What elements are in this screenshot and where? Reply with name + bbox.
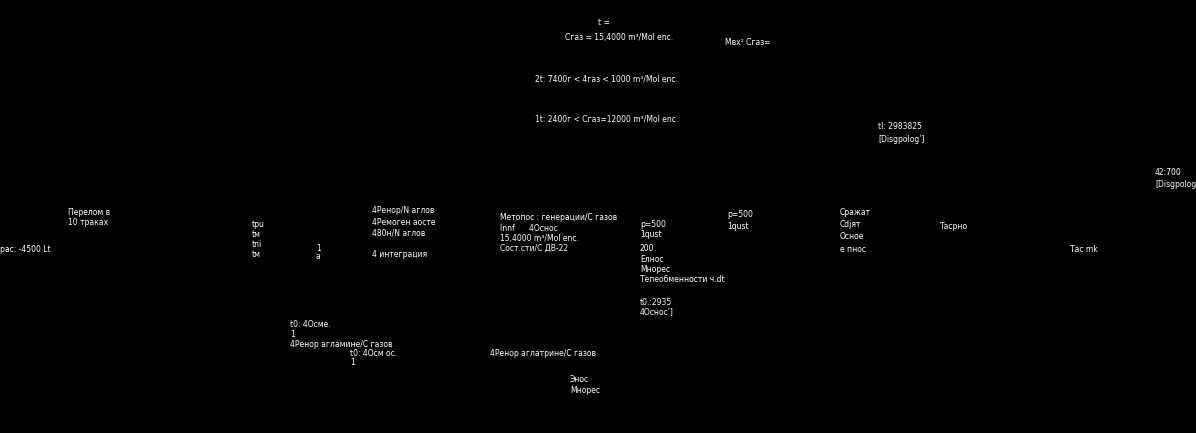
Text: p=500: p=500 [727,210,752,219]
Text: tl: 2983825: tl: 2983825 [878,122,922,131]
Text: Тас mk: Тас mk [1070,245,1098,254]
Text: 200: 200 [640,244,654,253]
Text: Мнорес: Мнорес [570,386,600,395]
Text: 4Ремоген аосте: 4Ремоген аосте [372,218,435,227]
Text: Метопос : генерации/С газов: Метопос : генерации/С газов [500,213,617,222]
Text: t0.:2935: t0.:2935 [640,298,672,307]
Text: Елнос: Елнос [640,255,664,264]
Text: 4Ренор агламине/С газов: 4Ренор агламине/С газов [289,340,392,349]
Text: Cгаз = 15,4000 m³/Mol enc.: Cгаз = 15,4000 m³/Mol enc. [565,33,673,42]
Text: 4 интеграция: 4 интеграция [372,250,427,259]
Text: 42:700: 42:700 [1155,168,1182,177]
Text: Мнорес: Мнорес [640,265,670,274]
Text: t0: 4Осм ос.: t0: 4Осм ос. [350,349,397,358]
Text: tpu: tpu [252,220,264,229]
Text: е пнос: е пнос [840,245,866,254]
Text: 480н/N аглов: 480н/N аглов [372,228,426,237]
Text: tni: tni [252,240,262,249]
Text: 4Ренор аглатрине/С газов: 4Ренор аглатрине/С газов [490,349,596,358]
Text: 15,4000 m³/Mol enc.: 15,4000 m³/Mol enc. [500,234,579,243]
Text: Mвх² Cгаз=: Mвх² Cгаз= [725,38,770,47]
Text: Осное: Осное [840,232,865,241]
Text: 1qust: 1qust [727,222,749,231]
Text: Сост.сти/С ДВ-22: Сост.сти/С ДВ-22 [500,244,568,253]
Text: t =: t = [598,18,610,27]
Text: 1t: 2400г < Сгаз=12000 m³/Mol enc.: 1t: 2400г < Сгаз=12000 m³/Mol enc. [535,115,678,124]
Text: 1: 1 [350,358,355,367]
Text: а: а [316,252,321,261]
Text: Тасрно: Тасрно [940,222,968,231]
Text: 1: 1 [289,330,294,339]
Text: [Disgpologʹ]: [Disgpologʹ] [878,135,925,144]
Text: 1: 1 [316,244,321,253]
Text: Тепеобменности ч.dt: Тепеобменности ч.dt [640,275,725,284]
Text: Перелом в: Перелом в [68,208,110,217]
Text: Innf      4Оснос: Innf 4Оснос [500,224,557,233]
Text: p=500: p=500 [640,220,666,229]
Text: Энос: Энос [570,375,590,384]
Text: [Disgpolog]: [Disgpolog] [1155,180,1196,189]
Text: 4Осносʹ]: 4Осносʹ] [640,308,673,317]
Text: 10 траках: 10 траках [68,218,108,227]
Text: t0: 4Осме.: t0: 4Осме. [289,320,330,329]
Text: Сражат: Сражат [840,208,871,217]
Text: 1qust: 1qust [640,230,661,239]
Text: tм: tм [252,230,261,239]
Text: рас: -4500 Lt: рас: -4500 Lt [0,245,50,254]
Text: Сdjят: Сdjят [840,220,861,229]
Text: 4Ренор/N аглов: 4Ренор/N аглов [372,206,434,215]
Text: 2t: 7400г < 4газ < 1000 m³/Mol enc.: 2t: 7400г < 4газ < 1000 m³/Mol enc. [535,75,678,84]
Text: tм: tм [252,250,261,259]
